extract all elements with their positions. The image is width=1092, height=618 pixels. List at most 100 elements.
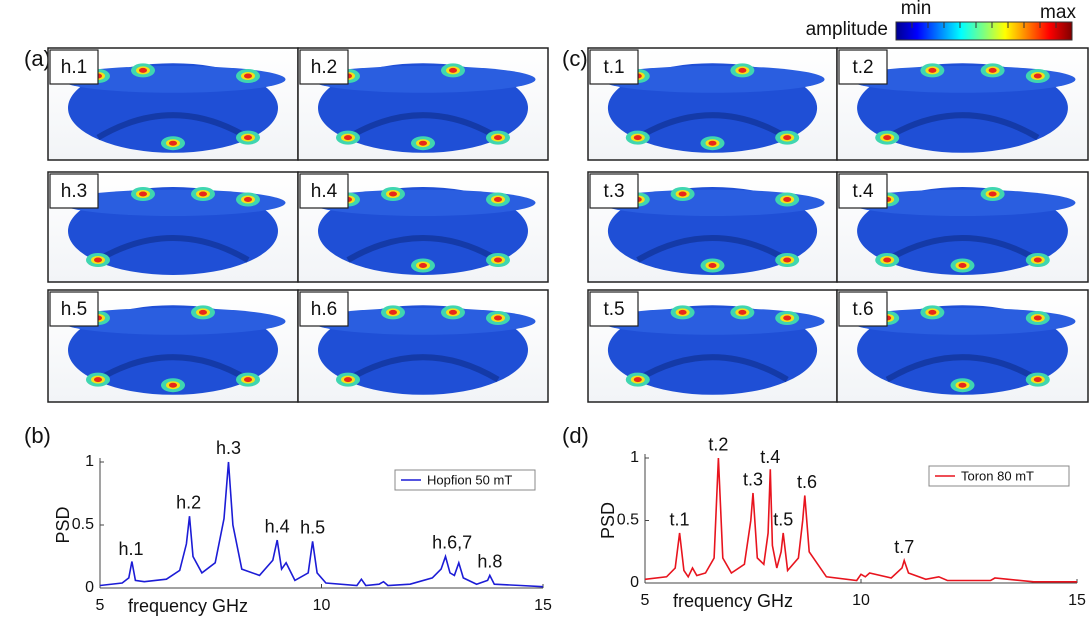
tile-label: t.2: [852, 57, 873, 78]
image-tile: t.6: [836, 289, 1089, 403]
tile-label-box: [299, 173, 349, 209]
x-tick-label: 15: [534, 597, 552, 614]
texture-peak: [494, 315, 502, 321]
x-tick-label: 5: [641, 592, 650, 609]
y-tick-label: 0: [630, 574, 639, 591]
texture-peak: [244, 135, 252, 141]
texture-peak: [633, 377, 642, 383]
texture-arc: [636, 354, 789, 383]
texture-peak: [958, 263, 967, 268]
colorbar: [895, 21, 1073, 41]
texture-peak: [344, 135, 352, 141]
image-tile: t.3: [587, 171, 838, 283]
texture-arc: [885, 354, 1040, 383]
texture-shell: [849, 189, 1076, 216]
tile-label-box: [589, 49, 639, 85]
texture-arc: [96, 354, 250, 383]
texture-peak: [928, 67, 937, 73]
y-tick-label: 0: [85, 579, 94, 596]
texture-peak: [1033, 73, 1042, 79]
texture-arc: [346, 354, 500, 383]
texture-shell: [310, 65, 536, 93]
peak-annotation: t.1: [670, 509, 690, 529]
peak-annotation: t.4: [760, 447, 780, 467]
texture-peak: [169, 382, 177, 388]
texture-peak: [449, 309, 457, 315]
texture-peak: [783, 315, 792, 321]
x-axis-label: frequency GHz: [128, 596, 248, 616]
texture-peak: [883, 257, 892, 263]
peak-annotation: t.7: [894, 537, 914, 557]
texture-peak: [1033, 377, 1042, 383]
texture-peak: [783, 197, 792, 202]
panel-label: (a): [24, 46, 51, 71]
peak-annotation: h.5: [300, 518, 325, 538]
peak-annotation: h.2: [176, 492, 201, 512]
image-tile: h.5: [47, 289, 299, 403]
tile-label-box: [589, 291, 639, 327]
texture-peak: [139, 191, 147, 197]
tile-label-box: [838, 173, 888, 209]
texture-peak: [494, 197, 502, 202]
tile-label: t.3: [603, 181, 624, 202]
texture-shell: [849, 65, 1076, 93]
image-tile: t.2: [836, 47, 1089, 161]
texture-shell: [600, 65, 825, 93]
texture-peak: [419, 263, 427, 268]
texture-shell: [600, 189, 825, 216]
texture-peak: [199, 191, 207, 197]
tile-label: t.1: [603, 57, 624, 78]
peak-annotation: t.5: [773, 509, 793, 529]
peak-annotation: h.4: [265, 516, 290, 536]
texture-peak: [419, 140, 427, 146]
texture-arc: [636, 235, 789, 263]
texture-peak: [244, 73, 252, 79]
tile-label: h.1: [61, 57, 87, 78]
image-tile: t.4: [836, 171, 1089, 283]
y-axis-label: PSD: [598, 502, 618, 539]
texture-peak: [389, 309, 397, 315]
tile-label-box: [49, 291, 99, 327]
texture-peak: [139, 67, 147, 73]
texture-arc: [885, 235, 1040, 263]
texture-peak: [344, 377, 352, 383]
texture-peak: [708, 263, 717, 268]
texture-shell: [60, 189, 286, 216]
peak-annotation: h.1: [118, 539, 143, 559]
image-tile: h.4: [297, 171, 549, 283]
texture-peak: [783, 135, 792, 141]
legend-box: [928, 465, 1070, 487]
texture-arc: [346, 235, 500, 263]
texture-shell: [310, 189, 536, 216]
peak-annotation: h.8: [477, 552, 502, 572]
x-tick-label: 10: [313, 597, 331, 614]
y-tick-label: 0.5: [617, 512, 639, 529]
texture-arc: [96, 112, 250, 141]
tile-label-box: [838, 49, 888, 85]
texture-peak: [389, 191, 397, 197]
tile-label-box: [299, 291, 349, 327]
texture-peak: [94, 377, 102, 383]
texture-peak: [958, 382, 967, 388]
texture-peak: [94, 257, 102, 263]
tile-label-box: [299, 49, 349, 85]
texture-arc: [885, 112, 1040, 141]
colorbar-min: min: [901, 0, 932, 19]
texture-peak: [169, 140, 177, 146]
texture-peak: [678, 309, 687, 315]
image-tile: h.1: [47, 47, 299, 161]
tile-label-box: [589, 173, 639, 209]
peak-annotation: h.3: [216, 438, 241, 458]
texture-peak: [738, 309, 747, 315]
texture-peak: [988, 67, 997, 73]
colorbar-title: amplitude: [806, 19, 888, 40]
texture-peak: [244, 377, 252, 383]
texture-arc: [636, 112, 789, 141]
texture-peak: [928, 309, 937, 315]
legend-label: Hopfion 50 mT: [427, 472, 512, 487]
x-tick-label: 5: [96, 597, 105, 614]
x-tick-label: 15: [1068, 592, 1086, 609]
y-axis-label: PSD: [53, 506, 73, 543]
texture-peak: [633, 135, 642, 141]
y-tick-label: 1: [85, 453, 94, 470]
